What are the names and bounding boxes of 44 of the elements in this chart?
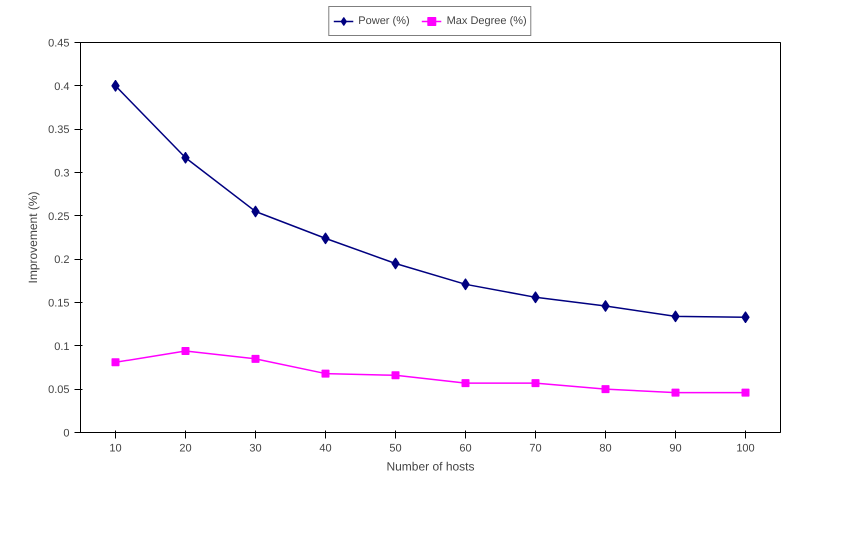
y-tick-label: 0 [63, 428, 70, 440]
y-tick-label: 0.2 [54, 254, 70, 266]
point [742, 388, 750, 397]
point [672, 388, 680, 397]
point [531, 291, 540, 304]
point [532, 379, 540, 388]
point [392, 371, 400, 380]
point [602, 385, 610, 394]
x-tick-label: 30 [249, 442, 262, 454]
point [462, 379, 470, 388]
y-tick-label: 0.35 [48, 124, 70, 136]
point [252, 354, 260, 363]
x-tick-label: 20 [179, 442, 192, 454]
x-tick-label: 100 [736, 442, 755, 454]
x-tick-label: 10 [109, 442, 122, 454]
point [182, 347, 190, 356]
point [601, 300, 610, 312]
y-tick-label: 0.15 [48, 298, 70, 310]
y-tick-label: 0.3 [54, 168, 70, 180]
point [112, 358, 120, 366]
x-tick-label: 60 [459, 442, 472, 454]
point [461, 278, 470, 290]
y-tick-label: 0.45 [48, 38, 70, 50]
y-tick-label: 0.25 [48, 210, 70, 223]
point [251, 206, 260, 218]
legend-label: Max Degree (%) [446, 15, 527, 27]
point [181, 152, 190, 164]
x-axis-title: Number of hosts [386, 460, 475, 474]
x-tick-label: 50 [389, 442, 402, 454]
x-tick-label: 90 [669, 442, 682, 454]
point [321, 232, 330, 244]
legend-label: Power (%) [358, 15, 410, 27]
y-tick-label: 0.4 [54, 80, 70, 93]
y-tick-label: 0.05 [48, 384, 70, 396]
point [111, 80, 120, 92]
y-axis-title: Improvement (%) [26, 191, 40, 284]
point [322, 370, 330, 378]
point [671, 310, 680, 322]
y-tick-label: 0.1 [54, 340, 70, 353]
x-tick-label: 70 [529, 442, 542, 454]
point [741, 311, 750, 324]
x-tick-label: 40 [319, 442, 332, 454]
point [391, 258, 400, 270]
x-tick-label: 80 [599, 442, 612, 454]
